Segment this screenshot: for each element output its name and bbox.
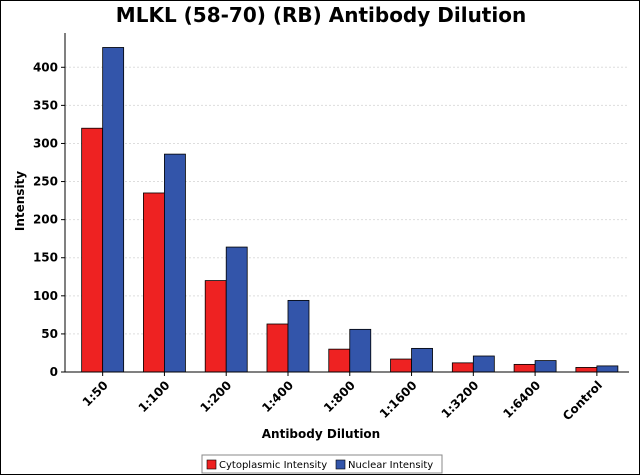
x-tick-label: Control [560,378,605,423]
bar-cytoplasmic [143,192,165,373]
x-tick-label: 1:1600 [377,378,420,421]
x-tick-label: 1:400 [259,378,296,415]
bar-nuclear [225,246,248,373]
y-tick-label: 300 [33,136,58,150]
bar-cytoplasmic [451,362,474,373]
y-tick-labels: 0 50 100 150 200 250 300 350 400 [33,60,65,379]
bar-cytoplasmic [390,358,412,373]
x-tick-labels: 1:50 1:100 1:200 1:400 1:800 1:1600 1:3200 1:64… [80,372,605,423]
bar-nuclear [102,47,125,373]
y-tick-label: 0 [50,365,58,379]
legend-label-nuclear: Nuclear Intensity [348,460,433,471]
x-tick-label: 1:800 [321,378,358,415]
chart-title: MLKL (58-70) (RB) Antibody Dilution [116,3,526,27]
bar-nuclear [534,360,557,373]
y-tick-label: 200 [33,213,58,227]
bar-nuclear [287,299,310,373]
y-tick-label: 250 [33,175,58,189]
x-tick-label: 1:200 [197,378,234,415]
x-tick-label: 1:100 [136,378,173,415]
y-tick-label: 50 [41,327,58,341]
x-axis-label: Antibody Dilution [262,427,380,441]
legend-label-cytoplasmic: Cytoplasmic Intensity [219,460,327,471]
bar-cytoplasmic [266,323,289,373]
y-tick-label: 100 [33,289,58,303]
bar-cytoplasmic [81,127,104,373]
x-tick-label: 1:3200 [439,378,482,421]
x-tick-label: 1:50 [80,378,111,409]
x-tick-label: 1:6400 [500,378,543,421]
y-tick-label: 150 [33,251,58,265]
bar-nuclear [596,365,619,373]
bar-cytoplasmic [513,363,536,373]
y-tick-label: 350 [33,98,58,112]
legend-swatch-nuclear [335,459,346,470]
legend-swatch-cytoplasmic [206,459,217,470]
bar-nuclear [164,153,186,373]
legend: Cytoplasmic Intensity Nuclear Intensity [201,454,443,474]
bar-nuclear [349,328,372,373]
bars [81,47,619,373]
bar-cytoplasmic [328,348,351,373]
y-tick-label: 400 [33,60,58,74]
legend-box [201,454,443,474]
bar-cytoplasmic [204,280,227,373]
bar-nuclear [472,355,495,373]
bar-cytoplasmic [575,367,598,373]
y-axis-label: Intensity [13,171,27,231]
bar-nuclear [411,347,433,373]
